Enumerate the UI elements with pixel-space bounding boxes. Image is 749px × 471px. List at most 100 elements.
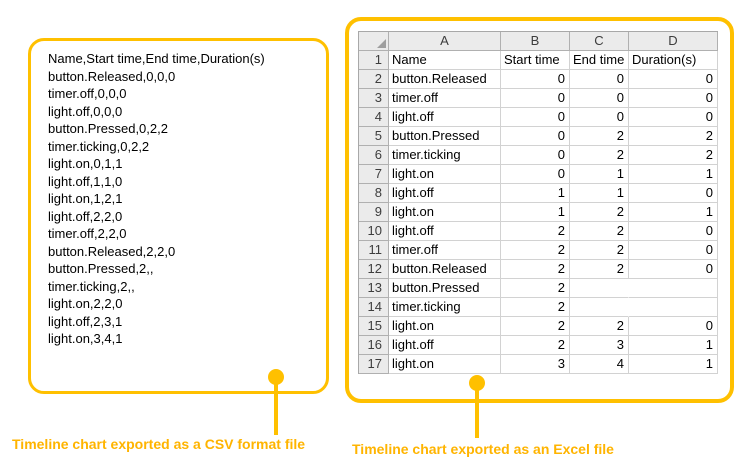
cell: 0 (629, 222, 718, 241)
cell: light.off (389, 336, 501, 355)
csv-line: timer.ticking,2,, (48, 278, 135, 294)
row-number: 2 (359, 70, 389, 89)
cell: Name (389, 51, 501, 70)
cell: 1 (501, 203, 570, 222)
cell: 4 (570, 355, 629, 374)
table-row: 7 light.on 0 1 1 (359, 165, 718, 184)
csv-line: button.Released,2,2,0 (48, 243, 176, 259)
cell: 1 (501, 184, 570, 203)
cell: 1 (629, 355, 718, 374)
table-row: 14 timer.ticking 2 (359, 298, 718, 317)
row-number: 13 (359, 279, 389, 298)
cell: 0 (629, 260, 718, 279)
cell: 0 (501, 89, 570, 108)
cell: 0 (570, 108, 629, 127)
row-number: 3 (359, 89, 389, 108)
cell: 0 (629, 89, 718, 108)
column-header: D (629, 32, 718, 51)
cell: 1 (570, 184, 629, 203)
table-row: 6 timer.ticking 0 2 2 (359, 146, 718, 165)
row-number: 15 (359, 317, 389, 336)
cell: light.off (389, 222, 501, 241)
cell: 2 (570, 241, 629, 260)
cell: 1 (570, 165, 629, 184)
cell: 0 (501, 127, 570, 146)
cell: button.Released (389, 70, 501, 89)
cell: light.on (389, 317, 501, 336)
cell: 2 (501, 222, 570, 241)
cell: timer.off (389, 241, 501, 260)
cell (629, 279, 718, 298)
csv-line: light.off,2,3,1 (48, 313, 123, 329)
cell: light.on (389, 203, 501, 222)
cell: 2 (570, 127, 629, 146)
cell: 0 (629, 317, 718, 336)
row-number: 5 (359, 127, 389, 146)
cell: light.off (389, 184, 501, 203)
cell: 0 (501, 108, 570, 127)
table-row: 15 light.on 2 2 0 (359, 317, 718, 336)
csv-line: timer.off,2,2,0 (48, 226, 127, 241)
table-row: 17 light.on 3 4 1 (359, 355, 718, 374)
row-number: 6 (359, 146, 389, 165)
csv-line: button.Pressed,0,2,2 (48, 121, 168, 136)
cell: 2 (629, 127, 718, 146)
cell: 2 (570, 203, 629, 222)
table-row: 1 Name Start time End time Duration(s) (359, 51, 718, 70)
table-row: 13 button.Pressed 2 (359, 279, 718, 298)
csv-line: light.on,1,2,1 (48, 191, 123, 206)
cell: End time (570, 51, 629, 70)
cell: 2 (570, 317, 629, 336)
row-number: 14 (359, 298, 389, 317)
csv-export-panel: Name,Start time,End time,Duration(s) butt… (28, 38, 329, 394)
cell: 0 (501, 146, 570, 165)
excel-export-panel: A B C D 1 Name Start time End time Duration(s) 2 b… (345, 17, 734, 403)
table-row: 11 timer.off 2 2 0 (359, 241, 718, 260)
row-number: 16 (359, 336, 389, 355)
cell: 0 (501, 70, 570, 89)
table-row: 3 timer.off 0 0 0 (359, 89, 718, 108)
csv-line: Name,Start time,End time,Duration(s) (48, 51, 265, 66)
excel-callout-stem (475, 383, 479, 438)
csv-line: button.Pressed,2,, (48, 261, 154, 276)
select-all-corner-cell (359, 32, 389, 51)
csv-line: light.on,2,2,0 (48, 296, 123, 311)
table-row: 10 light.off 2 2 0 (359, 222, 718, 241)
cell: 0 (629, 184, 718, 203)
csv-line: timer.ticking,0,2,2 (48, 138, 150, 154)
column-header: A (389, 32, 501, 51)
excel-caption: Timeline chart exported as an Excel file (352, 441, 614, 457)
cell: 0 (629, 108, 718, 127)
excel-callout-pin-icon (469, 375, 485, 391)
cell: 2 (501, 317, 570, 336)
cell: button.Released (389, 260, 501, 279)
row-number: 9 (359, 203, 389, 222)
cell: 1 (629, 165, 718, 184)
csv-line: light.off,0,0,0 (48, 103, 123, 119)
cell: 3 (501, 355, 570, 374)
csv-callout-pin-icon (268, 369, 284, 385)
cell: button.Pressed (389, 279, 501, 298)
cell: 2 (629, 146, 718, 165)
row-number: 12 (359, 260, 389, 279)
row-number: 8 (359, 184, 389, 203)
csv-line: light.on,0,1,1 (48, 156, 123, 171)
row-number: 4 (359, 108, 389, 127)
select-all-triangle-icon (377, 39, 386, 48)
column-header: C (570, 32, 629, 51)
csv-callout-stem (274, 377, 278, 435)
cell: timer.ticking (389, 298, 501, 317)
row-number: 10 (359, 222, 389, 241)
cell: 0 (629, 241, 718, 260)
cell: 2 (570, 146, 629, 165)
cell (570, 279, 629, 298)
row-number: 7 (359, 165, 389, 184)
cell: button.Pressed (389, 127, 501, 146)
csv-caption: Timeline chart exported as a CSV format … (12, 436, 306, 452)
cell: 2 (501, 241, 570, 260)
table-row: 16 light.off 2 3 1 (359, 336, 718, 355)
cell: 0 (501, 165, 570, 184)
cell: timer.off (389, 89, 501, 108)
row-number: 11 (359, 241, 389, 260)
